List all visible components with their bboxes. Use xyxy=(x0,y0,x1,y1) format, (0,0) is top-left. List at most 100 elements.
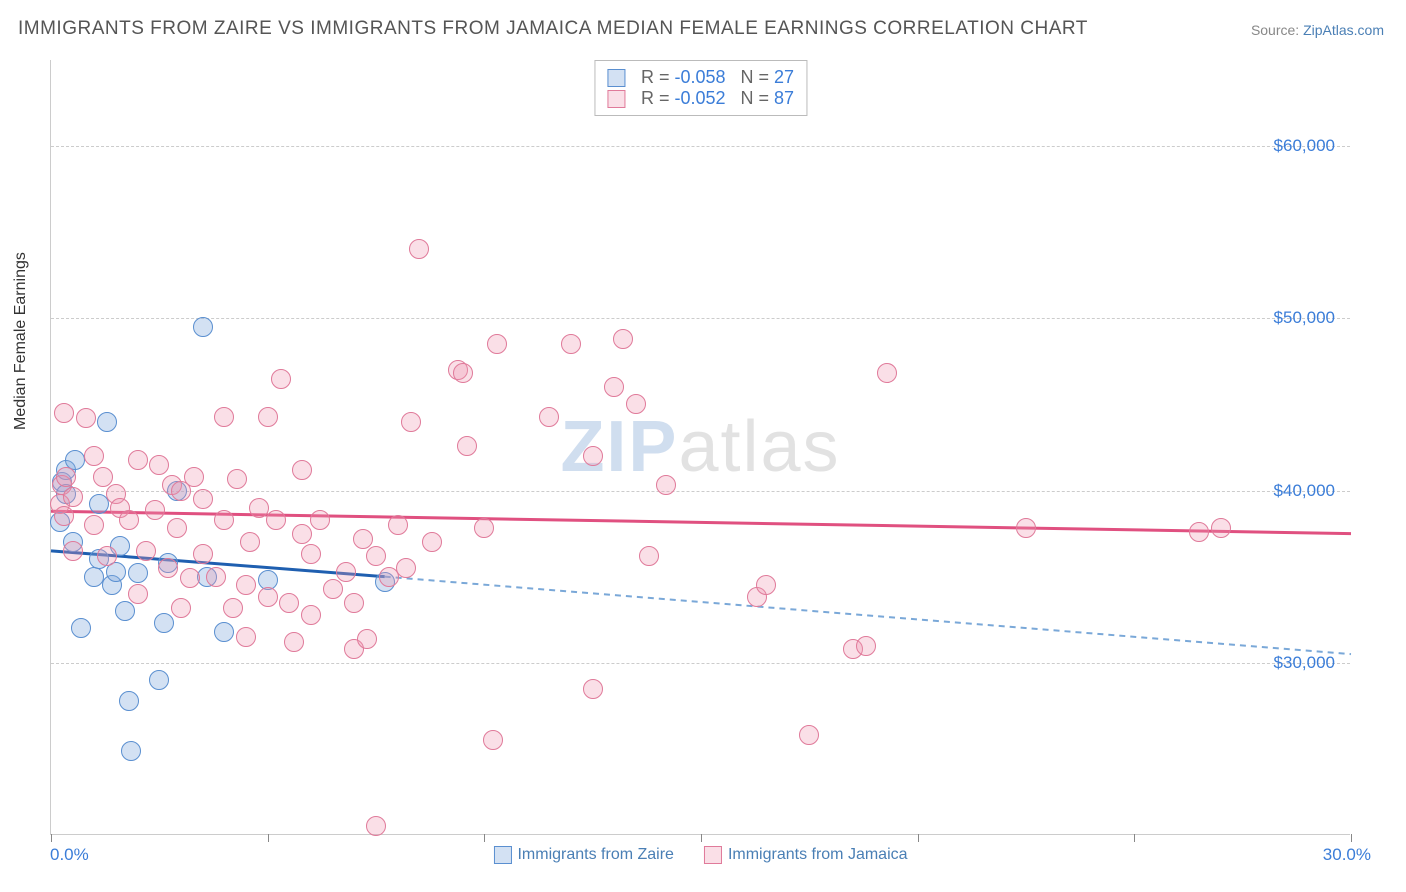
data-point xyxy=(656,475,676,495)
data-point xyxy=(193,489,213,509)
data-point xyxy=(145,500,165,520)
chart-svg xyxy=(51,60,1350,834)
series-legend: Immigrants from Zaire Immigrants from Jam… xyxy=(493,846,907,864)
legend-item: Immigrants from Jamaica xyxy=(704,846,908,864)
data-point xyxy=(121,741,141,761)
source-link[interactable]: ZipAtlas.com xyxy=(1303,22,1384,38)
data-point xyxy=(292,524,312,544)
legend-swatch xyxy=(704,846,722,864)
x-tick xyxy=(1351,834,1352,842)
data-point xyxy=(84,446,104,466)
legend-swatch xyxy=(493,846,511,864)
data-point xyxy=(366,546,386,566)
data-point xyxy=(93,467,113,487)
data-point xyxy=(310,510,330,530)
data-point xyxy=(236,575,256,595)
legend-item: Immigrants from Zaire xyxy=(493,846,673,864)
data-point xyxy=(799,725,819,745)
data-point xyxy=(626,394,646,414)
data-point xyxy=(76,408,96,428)
x-tick xyxy=(268,834,269,842)
data-point xyxy=(214,510,234,530)
data-point xyxy=(353,529,373,549)
data-point xyxy=(223,598,243,618)
data-point xyxy=(214,407,234,427)
data-point xyxy=(396,558,416,578)
y-tick-label: $50,000 xyxy=(1274,308,1335,328)
data-point xyxy=(54,506,74,526)
data-point xyxy=(366,816,386,836)
data-point xyxy=(457,436,477,456)
data-point xyxy=(756,575,776,595)
data-point xyxy=(388,515,408,535)
x-tick xyxy=(701,834,702,842)
data-point xyxy=(128,584,148,604)
data-point xyxy=(1016,518,1036,538)
stat-r: R = -0.052 N = 87 xyxy=(641,88,794,109)
gridline xyxy=(51,318,1350,319)
data-point xyxy=(158,558,178,578)
x-tick xyxy=(1134,834,1135,842)
data-point xyxy=(54,403,74,423)
y-tick-label: $30,000 xyxy=(1274,653,1335,673)
data-point xyxy=(56,467,76,487)
data-point xyxy=(453,363,473,383)
data-point xyxy=(877,363,897,383)
data-point xyxy=(301,544,321,564)
data-point xyxy=(613,329,633,349)
chart-title: IMMIGRANTS FROM ZAIRE VS IMMIGRANTS FROM… xyxy=(18,18,1088,40)
data-point xyxy=(97,546,117,566)
gridline xyxy=(51,663,1350,664)
data-point xyxy=(180,568,200,588)
x-axis-max-label: 30.0% xyxy=(1323,845,1371,865)
data-point xyxy=(301,605,321,625)
data-point xyxy=(227,469,247,489)
data-point xyxy=(292,460,312,480)
data-point xyxy=(1189,522,1209,542)
data-point xyxy=(323,579,343,599)
data-point xyxy=(336,562,356,582)
plot-area: ZIPatlas R = -0.058 N = 27R = -0.052 N =… xyxy=(50,60,1350,835)
legend-label: Immigrants from Zaire xyxy=(517,846,673,863)
legend-label: Immigrants from Jamaica xyxy=(728,846,908,863)
data-point xyxy=(84,515,104,535)
data-point xyxy=(856,636,876,656)
stats-legend: R = -0.058 N = 27R = -0.052 N = 87 xyxy=(594,60,807,116)
data-point xyxy=(422,532,442,552)
data-point xyxy=(154,613,174,633)
stats-row: R = -0.058 N = 27 xyxy=(607,67,794,88)
y-tick-label: $60,000 xyxy=(1274,136,1335,156)
data-point xyxy=(487,334,507,354)
x-tick xyxy=(51,834,52,842)
data-point xyxy=(1211,518,1231,538)
data-point xyxy=(136,541,156,561)
data-point xyxy=(128,450,148,470)
data-point xyxy=(474,518,494,538)
data-point xyxy=(604,377,624,397)
data-point xyxy=(184,467,204,487)
data-point xyxy=(639,546,659,566)
data-point xyxy=(193,317,213,337)
data-point xyxy=(63,487,83,507)
source-prefix: Source: xyxy=(1251,22,1303,38)
data-point xyxy=(539,407,559,427)
stat-r: R = -0.058 N = 27 xyxy=(641,67,794,88)
data-point xyxy=(344,593,364,613)
data-point xyxy=(214,622,234,642)
data-point xyxy=(63,541,83,561)
gridline xyxy=(51,491,1350,492)
data-point xyxy=(357,629,377,649)
data-point xyxy=(561,334,581,354)
data-point xyxy=(193,544,213,564)
data-point xyxy=(284,632,304,652)
legend-swatch xyxy=(607,69,625,87)
legend-swatch xyxy=(607,90,625,108)
data-point xyxy=(206,567,226,587)
data-point xyxy=(167,518,187,538)
gridline xyxy=(51,146,1350,147)
y-tick-label: $40,000 xyxy=(1274,481,1335,501)
data-point xyxy=(266,510,286,530)
data-point xyxy=(258,587,278,607)
data-point xyxy=(409,239,429,259)
data-point xyxy=(401,412,421,432)
